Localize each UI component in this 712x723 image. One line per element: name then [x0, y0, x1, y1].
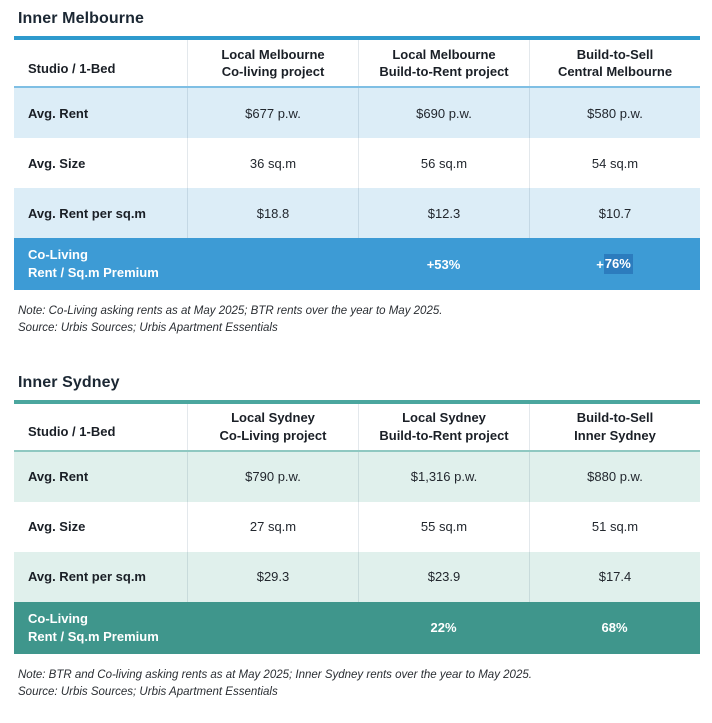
cell-value: $677 p.w.: [187, 88, 358, 138]
header-coliving: Local Sydney Co-Living project: [187, 403, 358, 450]
table-row-avg-rent: Avg. Rent $790 p.w. $1,316 p.w. $880 p.w…: [14, 451, 700, 502]
melbourne-table: Studio / 1-Bed Local Melbourne Co-living…: [14, 36, 700, 290]
row-label: Avg. Rent per sq.m: [28, 205, 146, 221]
cell-value: $17.4: [529, 551, 700, 602]
cell-value: $10.7: [529, 188, 700, 238]
header-coliving: Local Melbourne Co-living project: [187, 40, 358, 86]
header-studio-1bed: Studio / 1-Bed: [28, 424, 116, 440]
premium-row-sydney: Co-Living Rent / Sq.m Premium 22% 68%: [14, 601, 700, 654]
cell-value: $880 p.w.: [529, 451, 700, 502]
cell-value: $1,316 p.w.: [358, 451, 529, 502]
header-studio-1bed: Studio / 1-Bed: [28, 60, 116, 76]
sydney-table: Studio / 1-Bed Local Sydney Co-Living pr…: [14, 399, 700, 654]
table-row-avg-rent-per-sqm: Avg. Rent per sq.m $29.3 $23.9 $17.4: [14, 551, 700, 602]
section-title-sydney: Inner Sydney: [18, 373, 120, 391]
cell-value: $580 p.w.: [529, 88, 700, 138]
header-bts: Build-to-Sell Inner Sydney: [529, 403, 700, 450]
premium-value-coliving: [187, 238, 358, 290]
selected-text-highlight: 76%: [603, 254, 633, 274]
premium-value-bts: +76%: [529, 238, 700, 290]
cell-value: $790 p.w.: [187, 451, 358, 502]
row-label: Avg. Rent: [28, 469, 89, 484]
cell-value: 55 sq.m: [358, 501, 529, 552]
table-row-avg-size: Avg. Size 27 sq.m 55 sq.m 51 sq.m: [14, 501, 700, 552]
premium-value-btr: +53%: [426, 256, 461, 272]
row-label: Avg. Rent per sq.m: [28, 569, 146, 584]
source-line: Source: Urbis Sources; Urbis Apartment E…: [18, 322, 278, 335]
section-title-melbourne: Inner Melbourne: [18, 10, 144, 27]
cell-value: 36 sq.m: [187, 138, 358, 188]
sydney-footnote: Note: BTR and Co-living asking rents as …: [18, 667, 700, 702]
premium-value-coliving: [187, 602, 358, 654]
premium-value-bts: 68%: [601, 620, 628, 635]
section-inner-melbourne: Inner Melbourne Studio / 1-Bed Local Mel…: [14, 10, 700, 338]
report-page: Inner Melbourne Studio / 1-Bed Local Mel…: [14, 10, 700, 702]
sydney-header-row: Studio / 1-Bed Local Sydney Co-Living pr…: [14, 403, 700, 452]
section-inner-sydney: Inner Sydney Studio / 1-Bed Local Sydney…: [14, 374, 700, 702]
cell-value: 51 sq.m: [529, 501, 700, 552]
premium-label: Co-Living Rent / Sq.m Premium: [28, 247, 159, 280]
cell-value: 54 sq.m: [529, 138, 700, 188]
cell-value: $12.3: [358, 188, 529, 238]
premium-value-btr: 22%: [430, 620, 457, 635]
row-label: Avg. Size: [28, 519, 86, 534]
premium-row-melbourne: Co-Living Rent / Sq.m Premium +53% +76%: [14, 238, 700, 290]
header-btr: Local Sydney Build-to-Rent project: [358, 403, 529, 450]
melbourne-footnote: Note: Co-Living asking rents as at May 2…: [18, 303, 700, 338]
cell-value: $23.9: [358, 551, 529, 602]
cell-value: $29.3: [187, 551, 358, 602]
row-label: Avg. Rent: [28, 105, 89, 121]
premium-label: Co-Living Rent / Sq.m Premium: [28, 610, 159, 644]
header-btr: Local Melbourne Build-to-Rent project: [358, 40, 529, 86]
table-row-avg-size: Avg. Size 36 sq.m 56 sq.m 54 sq.m: [14, 138, 700, 188]
note-line: Note: Co-Living asking rents as at May 2…: [18, 305, 443, 317]
cell-value: $18.8: [187, 188, 358, 238]
header-bts: Build-to-Sell Central Melbourne: [529, 40, 700, 86]
cell-value: 27 sq.m: [187, 501, 358, 552]
melbourne-header-row: Studio / 1-Bed Local Melbourne Co-living…: [14, 40, 700, 88]
source-line: Source: Urbis Sources; Urbis Apartment E…: [18, 685, 278, 698]
row-label: Avg. Size: [28, 155, 86, 171]
note-line: Note: BTR and Co-living asking rents as …: [18, 668, 532, 681]
table-row-avg-rent-per-sqm: Avg. Rent per sq.m $18.8 $12.3 $10.7: [14, 188, 700, 238]
cell-value: $690 p.w.: [358, 88, 529, 138]
table-row-avg-rent: Avg. Rent $677 p.w. $690 p.w. $580 p.w.: [14, 88, 700, 138]
cell-value: 56 sq.m: [358, 138, 529, 188]
